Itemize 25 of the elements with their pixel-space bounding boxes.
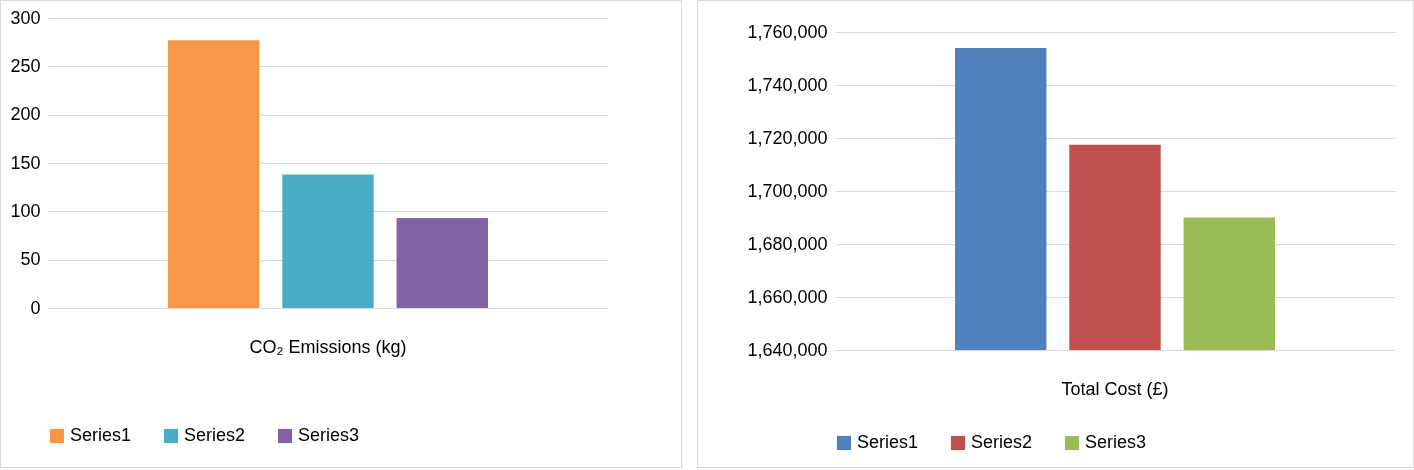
legend-label: Series3	[1085, 432, 1147, 452]
bar	[396, 218, 488, 308]
y-tick-label: 300	[10, 7, 41, 28]
y-tick-label: 250	[10, 55, 41, 76]
legend-label: Series2	[971, 432, 1033, 452]
bar	[282, 174, 374, 308]
y-tick-label: 1,700,000	[747, 180, 828, 201]
bar	[168, 40, 260, 308]
legend-label: Series2	[184, 425, 246, 445]
y-tick-label: 1,680,000	[747, 233, 828, 254]
x-tick-label: CO₂ Emissions (kg)	[249, 336, 407, 357]
y-tick-label: 1,740,000	[747, 74, 828, 95]
y-tick-label: 200	[10, 104, 41, 125]
legend-label: Series1	[70, 425, 132, 445]
y-tick-label: 50	[20, 249, 41, 270]
y-tick-label: 150	[10, 152, 41, 173]
legend-label: Series1	[857, 432, 919, 452]
y-tick-label: 0	[30, 297, 41, 318]
y-tick-label: 100	[10, 200, 41, 221]
y-tick-label: 1,660,000	[747, 286, 828, 307]
legend-label: Series3	[298, 425, 360, 445]
y-tick-label: 1,720,000	[747, 127, 828, 148]
y-tick-label: 1,760,000	[747, 21, 828, 42]
y-tick-label: 1,640,000	[747, 339, 828, 360]
x-tick-label: Total Cost (£)	[1061, 378, 1169, 399]
